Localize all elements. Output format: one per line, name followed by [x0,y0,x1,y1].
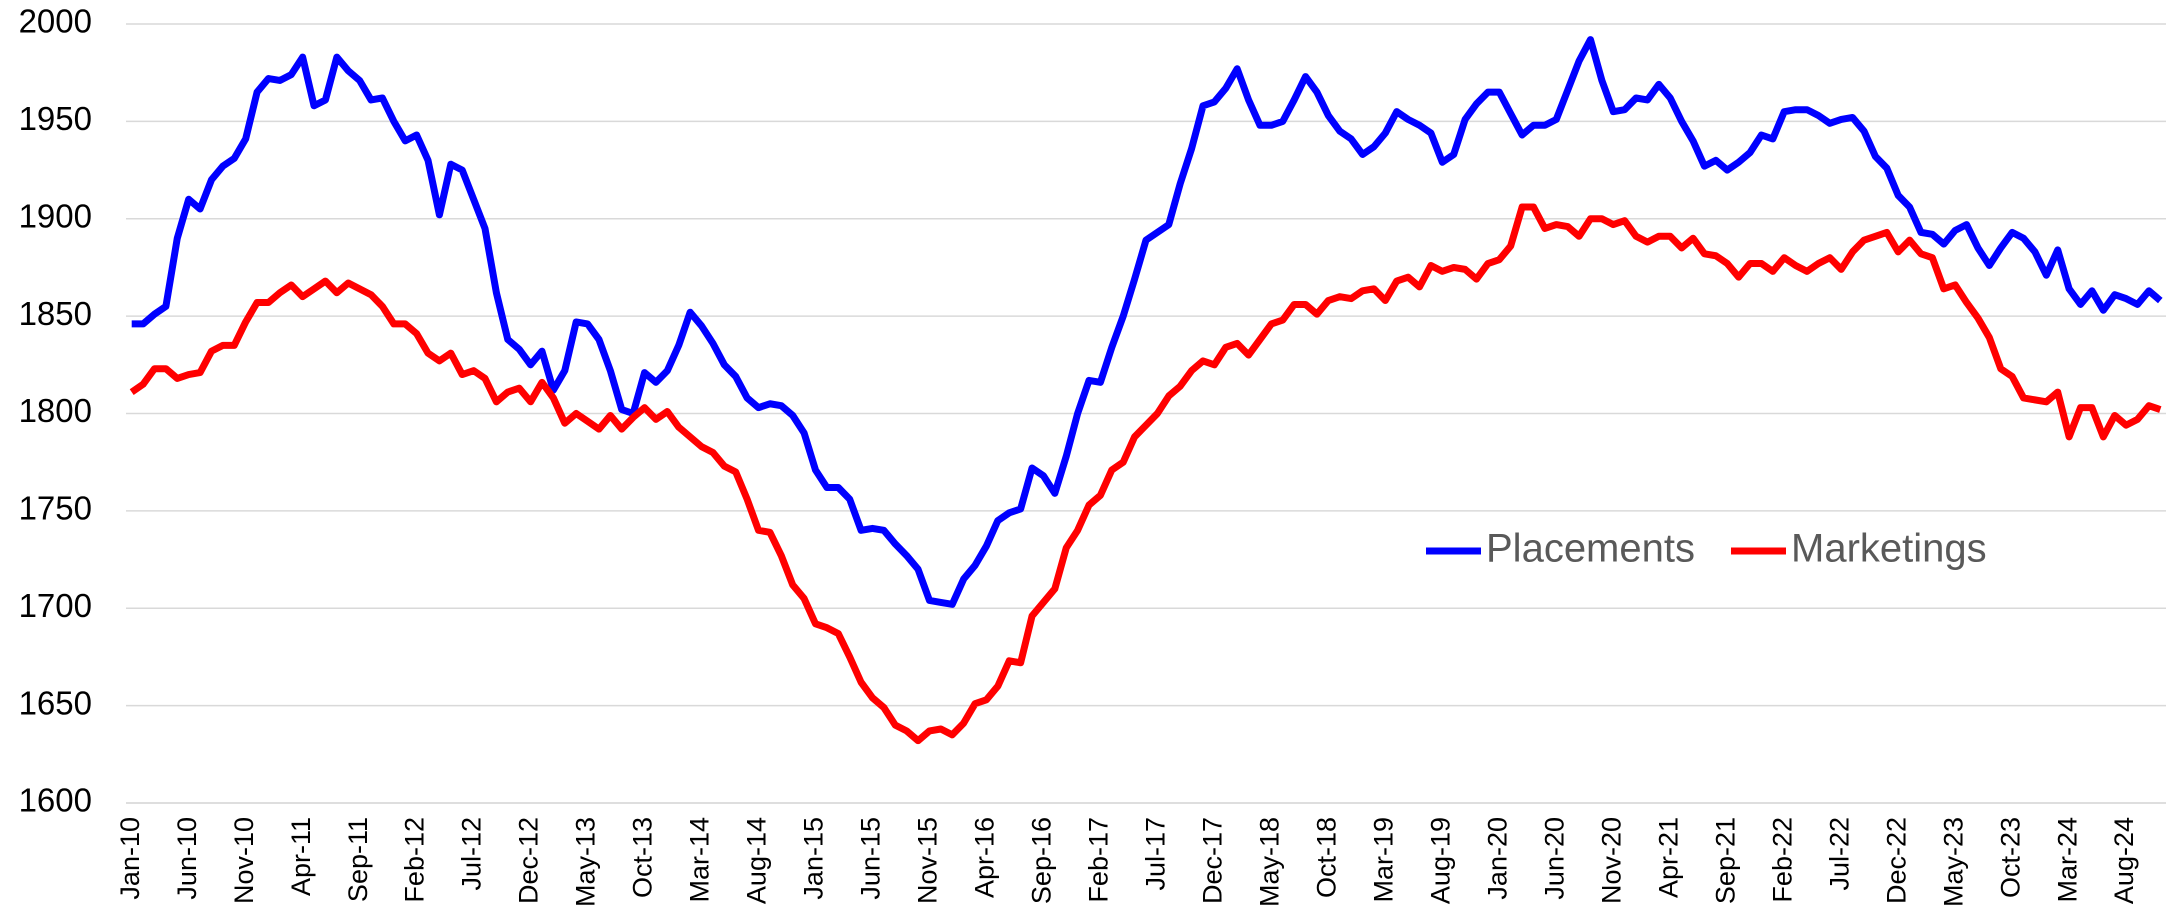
x-tick-label: Apr-21 [1653,817,1683,898]
legend-label: Marketings [1791,527,1987,571]
y-tick-label: 1800 [19,392,92,429]
x-tick-label: Mar-24 [2052,817,2082,903]
x-tick-label: Jul-22 [1824,817,1854,891]
x-tick-label: Feb-22 [1767,817,1797,903]
x-tick-label: Sep-21 [1710,817,1740,904]
x-tick-label: Nov-20 [1596,817,1626,904]
x-tick-label: Dec-12 [514,817,544,904]
y-tick-label: 1700 [19,587,92,624]
x-tick-label: Aug-24 [2109,817,2139,904]
x-tick-label: Apr-16 [970,817,1000,898]
x-tick-label: Nov-15 [913,817,943,904]
x-tick-label: Sep-11 [343,817,373,902]
x-tick-label: Jun-10 [172,817,202,900]
line-series [129,203,2162,745]
x-tick-label: Dec-17 [1198,817,1228,904]
y-tick-label: 2000 [19,3,92,40]
x-tick-label: May-18 [1254,817,1284,907]
y-tick-label: 1650 [19,684,92,721]
y-tick-label: 1850 [19,295,92,332]
x-tick-label: Jan-15 [799,817,829,900]
x-tick-label: Feb-17 [1084,817,1114,903]
x-tick-label: Mar-14 [685,817,715,903]
y-tick-label: 1900 [19,197,92,234]
x-tick-label: Oct-13 [628,817,658,898]
y-tick-label: 1750 [19,490,92,527]
x-tick-label: Jun-20 [1539,817,1569,900]
y-tick-label: 1950 [19,100,92,137]
x-tick-label: May-13 [571,817,601,907]
x-tick-label: Feb-12 [400,817,430,903]
x-tick-label: Aug-14 [742,817,772,904]
x-tick-label: Jun-15 [856,817,886,900]
x-tick-label: Aug-19 [1425,817,1455,904]
x-tick-label: Nov-10 [229,817,259,904]
x-tick-label: Oct-18 [1311,817,1341,898]
x-tick-label: May-23 [1938,817,1968,907]
x-tick-label: Sep-16 [1027,817,1057,904]
line-series [131,36,2163,608]
x-tick-label: Dec-22 [1881,817,1911,904]
legend-label: Placements [1486,527,1695,571]
x-tick-label: Apr-11 [286,817,316,896]
x-tick-label: Jan-20 [1482,817,1512,900]
y-tick-label: 1600 [19,782,92,819]
x-tick-label: Oct-23 [1995,817,2025,898]
x-tick-label: Mar-19 [1368,817,1398,903]
x-tick-label: Jul-12 [457,817,487,891]
x-tick-label: Jan-10 [115,817,145,900]
x-tick-label: Jul-17 [1141,817,1171,891]
